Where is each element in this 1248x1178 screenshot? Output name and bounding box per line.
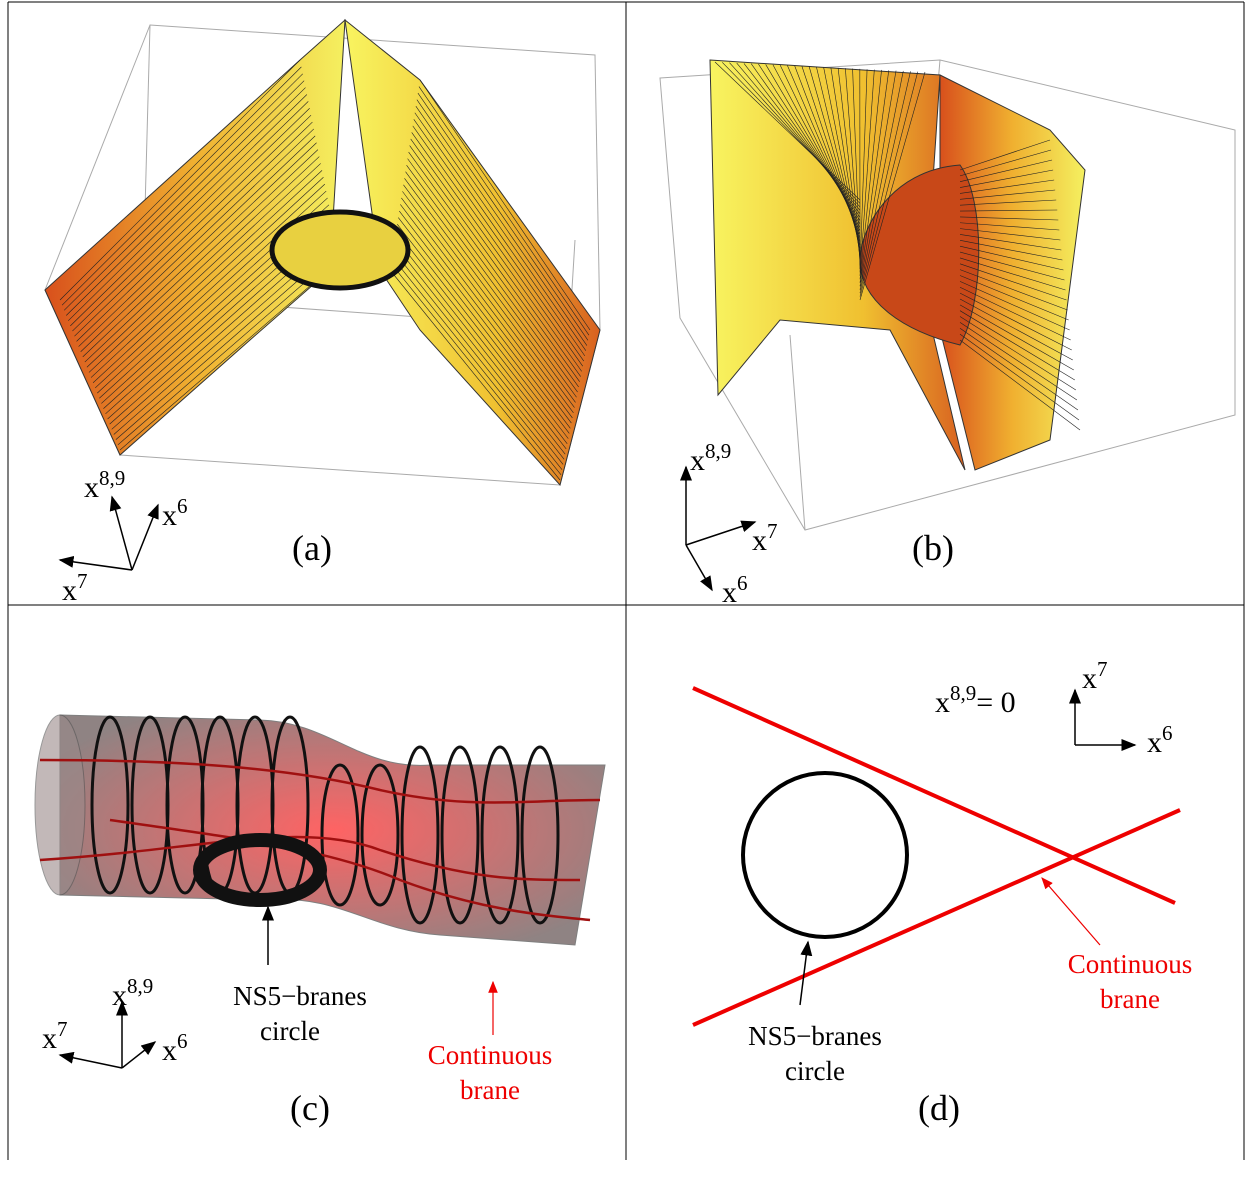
axis-label: x8,9 bbox=[690, 439, 731, 477]
panel-label: (c) bbox=[290, 1088, 330, 1128]
panel-d: x8,9= 0 x7 x6 NS5−branes circle Continuo… bbox=[693, 657, 1192, 1128]
panel-c: x8,9 x7 x6 NS5−branes circle Continuous … bbox=[35, 715, 605, 1128]
annotation: NS5−branes bbox=[748, 1021, 882, 1051]
panel-label: (a) bbox=[292, 528, 332, 568]
equation: x8,9= 0 bbox=[935, 681, 1016, 719]
panel-b: x8,9 x7 x6 (b) bbox=[660, 60, 1235, 609]
axis-label: x6 bbox=[722, 571, 748, 609]
panel-label: (b) bbox=[912, 528, 954, 568]
axis-label: x7 bbox=[42, 1017, 68, 1055]
annotation: brane bbox=[460, 1075, 520, 1105]
axis-label: x8,9 bbox=[84, 466, 125, 504]
axis-label: x6 bbox=[162, 494, 188, 532]
figure: x8,9 x6 x7 (a) x8,9 x7 x6 (b) x8,9 x7 x6… bbox=[0, 0, 1248, 1178]
annotation: NS5−branes bbox=[233, 981, 367, 1011]
axis-label: x7 bbox=[1082, 657, 1108, 695]
axis-label: x6 bbox=[162, 1029, 188, 1067]
axis-label: x7 bbox=[752, 519, 778, 557]
axis-label: x8,9 bbox=[112, 974, 153, 1012]
annotation: Continuous bbox=[428, 1040, 553, 1070]
panel-a: x8,9 x6 x7 (a) bbox=[45, 20, 600, 607]
axis-label: x7 bbox=[62, 569, 88, 607]
axis-label: x6 bbox=[1147, 721, 1173, 759]
annotation: circle bbox=[785, 1056, 845, 1086]
panel-label: (d) bbox=[918, 1088, 960, 1128]
annotation: Continuous bbox=[1068, 949, 1193, 979]
annotation: brane bbox=[1100, 984, 1160, 1014]
annotation: circle bbox=[260, 1016, 320, 1046]
